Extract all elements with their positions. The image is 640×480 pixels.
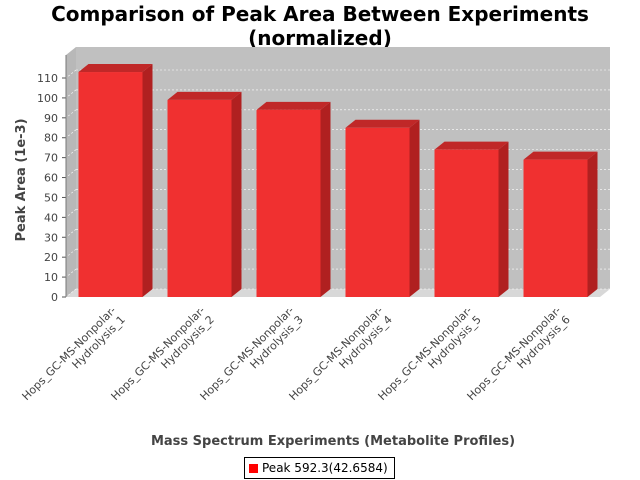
bar xyxy=(256,109,321,297)
y-tick-label: 40 xyxy=(44,211,58,224)
legend-swatch xyxy=(249,463,258,473)
y-tick-label: 0 xyxy=(51,291,58,304)
y-tick-label: 60 xyxy=(44,172,58,185)
chart-title: Comparison of Peak Area Between Experime… xyxy=(0,2,640,50)
bar-top xyxy=(523,151,598,160)
bar xyxy=(345,127,410,297)
bar-top xyxy=(167,91,242,100)
y-tick-label: 80 xyxy=(44,132,58,145)
bar-side xyxy=(320,101,331,297)
bar xyxy=(167,99,232,298)
bar-side xyxy=(409,119,420,297)
plot-left-wall xyxy=(66,47,76,297)
y-tick-label: 70 xyxy=(44,152,58,165)
legend: Peak 592.3(42.6584) xyxy=(244,457,395,479)
y-tick-label: 100 xyxy=(37,92,58,105)
bar-side xyxy=(587,151,598,297)
x-axis-label: Mass Spectrum Experiments (Metabolite Pr… xyxy=(151,434,515,449)
y-tick-label: 10 xyxy=(44,271,58,284)
bar xyxy=(78,72,143,297)
bar-side xyxy=(231,91,242,298)
chart-title-line-2: (normalized) xyxy=(248,26,392,50)
bar-top xyxy=(345,119,420,128)
bar xyxy=(523,159,588,297)
y-tick-label: 90 xyxy=(44,112,58,125)
bar-top xyxy=(256,101,331,110)
bar-side xyxy=(498,141,509,297)
y-tick-label: 50 xyxy=(44,191,58,204)
y-tick-label: 30 xyxy=(44,231,58,244)
bar-top xyxy=(434,141,509,150)
chart-title-line-1: Comparison of Peak Area Between Experime… xyxy=(51,2,589,26)
y-tick-label: 110 xyxy=(37,72,58,85)
legend-label: Peak 592.3(42.6584) xyxy=(262,461,388,475)
bar-side xyxy=(142,64,153,297)
bar xyxy=(434,149,499,297)
y-axis-label: Peak Area (1e-3) xyxy=(14,118,29,241)
bar-top xyxy=(78,64,153,73)
y-tick-label: 20 xyxy=(44,251,58,264)
